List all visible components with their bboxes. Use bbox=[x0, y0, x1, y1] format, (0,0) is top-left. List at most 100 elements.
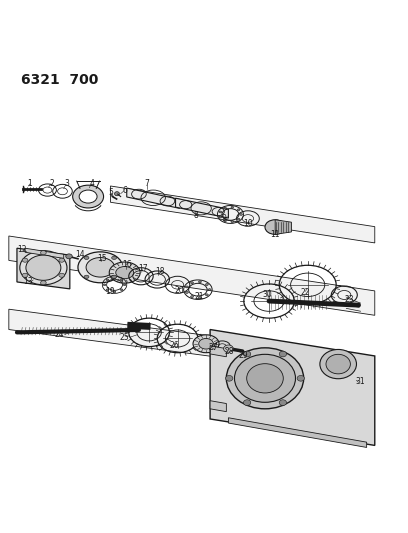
Ellipse shape bbox=[84, 256, 89, 260]
Text: 23: 23 bbox=[344, 295, 354, 304]
Ellipse shape bbox=[84, 275, 89, 278]
Ellipse shape bbox=[26, 255, 61, 280]
Ellipse shape bbox=[235, 354, 295, 402]
Text: 4: 4 bbox=[90, 179, 95, 188]
Ellipse shape bbox=[86, 257, 115, 277]
Ellipse shape bbox=[224, 345, 233, 352]
Ellipse shape bbox=[59, 258, 64, 262]
Ellipse shape bbox=[113, 291, 116, 293]
Ellipse shape bbox=[112, 256, 117, 260]
Polygon shape bbox=[9, 236, 375, 316]
Text: 26: 26 bbox=[170, 341, 180, 350]
Text: 20: 20 bbox=[175, 286, 184, 295]
Ellipse shape bbox=[40, 281, 46, 285]
Text: 30: 30 bbox=[262, 289, 272, 298]
Ellipse shape bbox=[78, 252, 123, 283]
Ellipse shape bbox=[208, 289, 211, 290]
Ellipse shape bbox=[265, 220, 285, 235]
Text: 22: 22 bbox=[301, 288, 310, 297]
Ellipse shape bbox=[79, 190, 97, 203]
Text: 10: 10 bbox=[243, 219, 253, 228]
Ellipse shape bbox=[116, 266, 134, 279]
Ellipse shape bbox=[199, 281, 202, 283]
Text: 2: 2 bbox=[49, 179, 54, 188]
Text: 29: 29 bbox=[239, 351, 248, 360]
Text: 3: 3 bbox=[64, 180, 69, 189]
Ellipse shape bbox=[205, 284, 208, 286]
Ellipse shape bbox=[186, 292, 188, 293]
Ellipse shape bbox=[109, 262, 140, 283]
Ellipse shape bbox=[186, 286, 188, 288]
Ellipse shape bbox=[244, 351, 251, 357]
Text: 13: 13 bbox=[24, 278, 33, 286]
Text: 8: 8 bbox=[193, 211, 198, 220]
Polygon shape bbox=[228, 418, 367, 447]
Ellipse shape bbox=[279, 351, 286, 357]
Ellipse shape bbox=[103, 284, 106, 286]
Ellipse shape bbox=[22, 258, 28, 262]
Ellipse shape bbox=[199, 296, 202, 298]
Ellipse shape bbox=[66, 254, 72, 259]
Text: 11: 11 bbox=[271, 230, 280, 239]
Ellipse shape bbox=[191, 296, 193, 297]
Ellipse shape bbox=[226, 348, 304, 409]
Text: 17: 17 bbox=[138, 264, 148, 272]
Ellipse shape bbox=[205, 294, 208, 296]
Polygon shape bbox=[111, 186, 375, 243]
Ellipse shape bbox=[224, 207, 226, 209]
Ellipse shape bbox=[247, 364, 283, 393]
Ellipse shape bbox=[115, 192, 120, 196]
Text: 27: 27 bbox=[209, 343, 219, 352]
Polygon shape bbox=[25, 248, 64, 259]
Ellipse shape bbox=[113, 277, 116, 279]
Text: 9: 9 bbox=[222, 214, 227, 223]
Ellipse shape bbox=[193, 335, 219, 353]
Ellipse shape bbox=[231, 221, 234, 223]
Ellipse shape bbox=[191, 282, 193, 284]
Ellipse shape bbox=[219, 216, 222, 218]
Ellipse shape bbox=[279, 400, 286, 406]
Ellipse shape bbox=[237, 219, 240, 220]
Ellipse shape bbox=[237, 209, 240, 211]
Ellipse shape bbox=[244, 400, 251, 406]
Text: 12: 12 bbox=[17, 245, 27, 254]
Text: 19: 19 bbox=[106, 287, 115, 296]
Polygon shape bbox=[210, 346, 226, 357]
Text: 6321  700: 6321 700 bbox=[21, 74, 98, 87]
Ellipse shape bbox=[59, 273, 64, 277]
Polygon shape bbox=[127, 188, 180, 208]
Text: 15: 15 bbox=[97, 254, 106, 263]
Text: 1: 1 bbox=[28, 179, 32, 188]
Ellipse shape bbox=[106, 279, 109, 281]
Ellipse shape bbox=[106, 289, 109, 290]
Ellipse shape bbox=[240, 214, 242, 215]
Ellipse shape bbox=[112, 275, 117, 278]
Ellipse shape bbox=[22, 273, 28, 277]
Text: 31: 31 bbox=[356, 377, 365, 386]
Ellipse shape bbox=[326, 354, 350, 374]
Ellipse shape bbox=[40, 251, 46, 255]
Text: 28: 28 bbox=[224, 346, 234, 356]
Ellipse shape bbox=[73, 185, 104, 208]
Ellipse shape bbox=[224, 220, 226, 222]
Text: 16: 16 bbox=[122, 261, 131, 269]
Polygon shape bbox=[275, 220, 291, 235]
Ellipse shape bbox=[297, 375, 304, 381]
Ellipse shape bbox=[123, 284, 126, 286]
Ellipse shape bbox=[231, 206, 234, 208]
Polygon shape bbox=[210, 329, 375, 446]
Text: 18: 18 bbox=[155, 267, 165, 276]
Text: 14: 14 bbox=[75, 250, 85, 259]
Polygon shape bbox=[175, 198, 228, 218]
Ellipse shape bbox=[120, 289, 123, 290]
Ellipse shape bbox=[320, 350, 357, 379]
Text: 6: 6 bbox=[122, 185, 127, 195]
Ellipse shape bbox=[20, 251, 67, 285]
Text: 25: 25 bbox=[120, 333, 129, 342]
Polygon shape bbox=[17, 248, 70, 289]
Polygon shape bbox=[210, 401, 226, 411]
Ellipse shape bbox=[199, 338, 213, 349]
Text: 7: 7 bbox=[145, 180, 149, 189]
Text: 5: 5 bbox=[109, 188, 114, 197]
Ellipse shape bbox=[120, 279, 123, 281]
